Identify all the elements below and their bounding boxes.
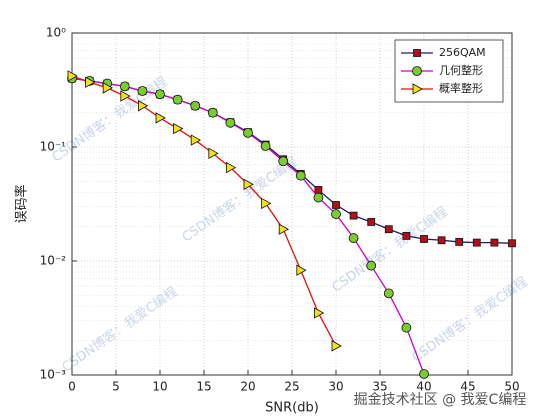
marker	[331, 209, 341, 219]
marker	[412, 83, 423, 95]
x-tick-label: 25	[284, 380, 299, 394]
marker	[508, 239, 516, 248]
marker	[261, 197, 272, 210]
x-tick-label: 40	[416, 380, 431, 394]
marker	[190, 134, 202, 146]
marker	[384, 225, 393, 234]
marker	[137, 86, 148, 96]
marker	[278, 223, 290, 235]
marker	[313, 307, 325, 319]
marker	[173, 122, 184, 135]
marker	[331, 340, 342, 352]
marker	[225, 117, 236, 128]
marker	[401, 322, 412, 333]
series-line	[71, 75, 337, 347]
marker	[413, 49, 421, 57]
y-tick-label: 10⁻²	[40, 254, 67, 268]
x-axis-label: SNR(db)	[265, 401, 319, 416]
marker	[260, 141, 271, 151]
marker	[419, 369, 429, 379]
marker	[225, 161, 237, 174]
y-tick-label: 10⁻³	[40, 368, 67, 382]
legend-label: 256QAM	[439, 46, 486, 59]
marker	[119, 81, 130, 92]
marker	[155, 112, 166, 124]
x-tick-label: 0	[68, 380, 76, 394]
marker	[412, 66, 422, 76]
marker	[243, 178, 254, 191]
y-tick-label: 10⁻¹	[40, 140, 67, 154]
x-tick-label: 45	[460, 380, 475, 394]
y-axis-label: 误码率	[14, 184, 30, 223]
legend-label: 几何整形	[439, 63, 483, 77]
x-tick-label: 35	[372, 380, 387, 394]
marker	[402, 232, 411, 240]
marker	[172, 94, 183, 105]
marker	[314, 186, 323, 194]
x-tick-label: 15	[196, 380, 211, 394]
marker	[208, 147, 219, 160]
marker	[120, 90, 131, 102]
x-tick-label: 10	[152, 380, 167, 394]
x-tick-label: 50	[504, 380, 519, 394]
marker	[420, 235, 428, 243]
marker	[243, 127, 253, 138]
marker	[295, 170, 306, 181]
x-tick-label: 20	[240, 380, 255, 394]
marker	[437, 236, 446, 245]
x-tick-label: 30	[328, 380, 343, 394]
legend-label: 概率整形	[439, 81, 483, 95]
marker	[349, 211, 358, 220]
marker	[207, 107, 218, 118]
marker	[348, 233, 359, 243]
marker	[313, 192, 324, 203]
marker	[383, 288, 394, 299]
marker	[332, 201, 340, 209]
marker	[472, 238, 481, 247]
marker	[190, 100, 201, 111]
marker	[155, 89, 165, 100]
marker	[490, 238, 499, 247]
plot-frame	[71, 32, 513, 376]
y-tick-label: 10⁰	[46, 26, 66, 40]
marker	[67, 70, 78, 82]
marker	[455, 238, 464, 246]
marker	[137, 100, 149, 112]
marker	[278, 156, 289, 167]
marker	[366, 260, 377, 271]
x-tick-label: 5	[112, 380, 120, 394]
marker	[102, 82, 114, 94]
marker	[296, 264, 307, 276]
marker	[367, 218, 376, 226]
marker	[85, 76, 96, 88]
footer-watermark: 掘金技术社区 @ 我爱C编程	[354, 392, 527, 408]
